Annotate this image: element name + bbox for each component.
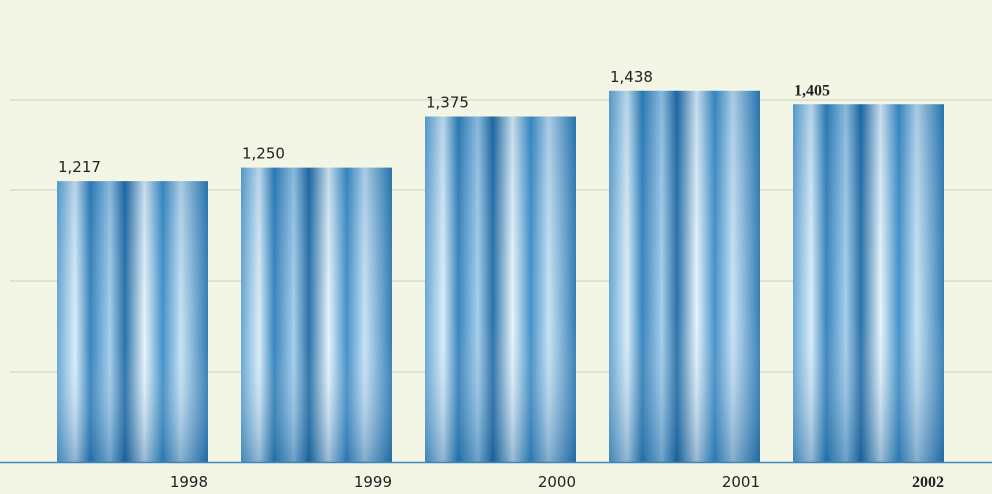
x-tick-label: 2000 <box>538 473 576 491</box>
bar-shade <box>793 104 944 462</box>
x-tick-label: 2001 <box>722 473 760 491</box>
bars: 1,217 1,250 1,375 1,438 1,405 <box>57 68 944 463</box>
value-label: 1,405 <box>794 82 830 99</box>
value-label: 1,375 <box>426 94 469 112</box>
value-label: 1,217 <box>58 158 101 176</box>
bar-shade <box>609 90 760 463</box>
bar-shade <box>425 116 576 462</box>
value-label: 1,438 <box>610 68 653 86</box>
value-label: 1,250 <box>242 145 285 163</box>
x-tick-label: 1998 <box>170 473 208 491</box>
bar-shade <box>57 181 208 462</box>
x-tick-label: 2002 <box>912 474 944 491</box>
bar-shade <box>241 167 392 463</box>
x-tick-label: 1999 <box>354 473 392 491</box>
